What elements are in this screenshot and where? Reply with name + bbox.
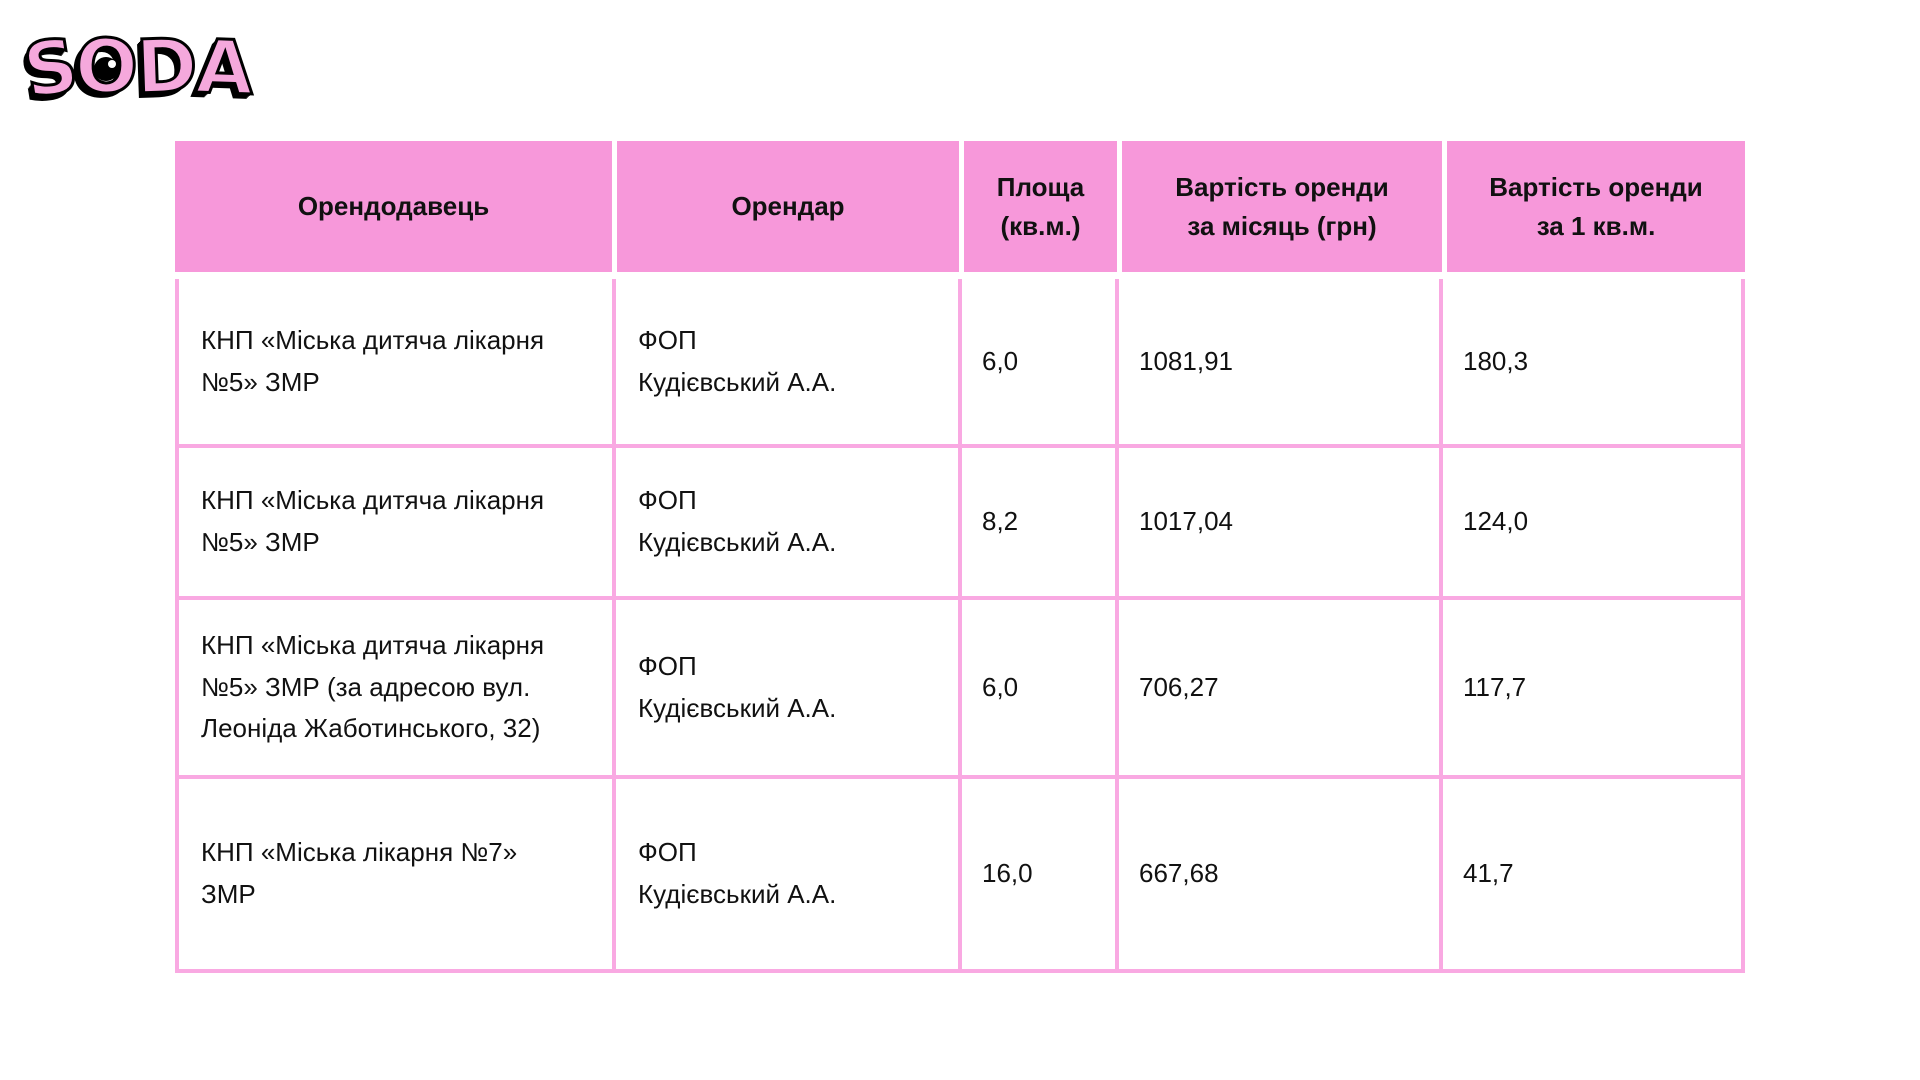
cell-tenant: ФОП Кудієвський А.А. (616, 448, 958, 596)
table-header-row: Орендодавець Орендар Площа (кв.м.) Варті… (175, 141, 1745, 272)
rent-table: Орендодавець Орендар Площа (кв.м.) Варті… (175, 141, 1745, 973)
logo-letter-a: A (193, 23, 254, 114)
table-body: КНП «Міська дитяча лікарня №5» ЗМР ФОП К… (175, 279, 1745, 973)
logo-eye-glint-icon (107, 59, 116, 68)
cell-monthly-rent: 667,68 (1119, 779, 1439, 969)
cell-tenant: ФОП Кудієвський А.А. (616, 779, 958, 969)
cell-landlord: КНП «Міська дитяча лікарня №5» ЗМР (179, 448, 612, 596)
cell-rent-per-sqm: 124,0 (1443, 448, 1741, 596)
cell-area: 6,0 (962, 279, 1115, 444)
cell-landlord: КНП «Міська лікарня №7» ЗМР (179, 779, 612, 969)
cell-rent-per-sqm: 180,3 (1443, 279, 1741, 444)
logo-eye-icon (93, 56, 118, 81)
cell-tenant: ФОП Кудієвський А.А. (616, 600, 958, 775)
cell-monthly-rent: 1081,91 (1119, 279, 1439, 444)
header-cell-monthly-rent: Вартість оренди за місяць (грн) (1122, 141, 1442, 272)
soda-logo: S O D A (16, 21, 254, 117)
logo-letter-o-wrap: O (72, 21, 139, 112)
cell-monthly-rent: 1017,04 (1119, 448, 1439, 596)
cell-landlord: КНП «Міська дитяча лікарня №5» ЗМР (179, 279, 612, 444)
cell-rent-per-sqm: 117,7 (1443, 600, 1741, 775)
cell-tenant: ФОП Кудієвський А.А. (616, 279, 958, 444)
header-cell-area: Площа (кв.м.) (964, 141, 1117, 272)
cell-area: 16,0 (962, 779, 1115, 969)
cell-rent-per-sqm: 41,7 (1443, 779, 1741, 969)
header-cell-tenant: Орендар (617, 141, 959, 272)
logo-letter-s: S (16, 21, 83, 117)
cell-area: 6,0 (962, 600, 1115, 775)
cell-landlord: КНП «Міська дитяча лікарня №5» ЗМР (за а… (179, 600, 612, 775)
header-cell-rent-per-sqm: Вартість оренди за 1 кв.м. (1447, 141, 1745, 272)
logo-letter-d: D (133, 21, 198, 112)
header-cell-landlord: Орендодавець (175, 141, 612, 272)
cell-monthly-rent: 706,27 (1119, 600, 1439, 775)
cell-area: 8,2 (962, 448, 1115, 596)
